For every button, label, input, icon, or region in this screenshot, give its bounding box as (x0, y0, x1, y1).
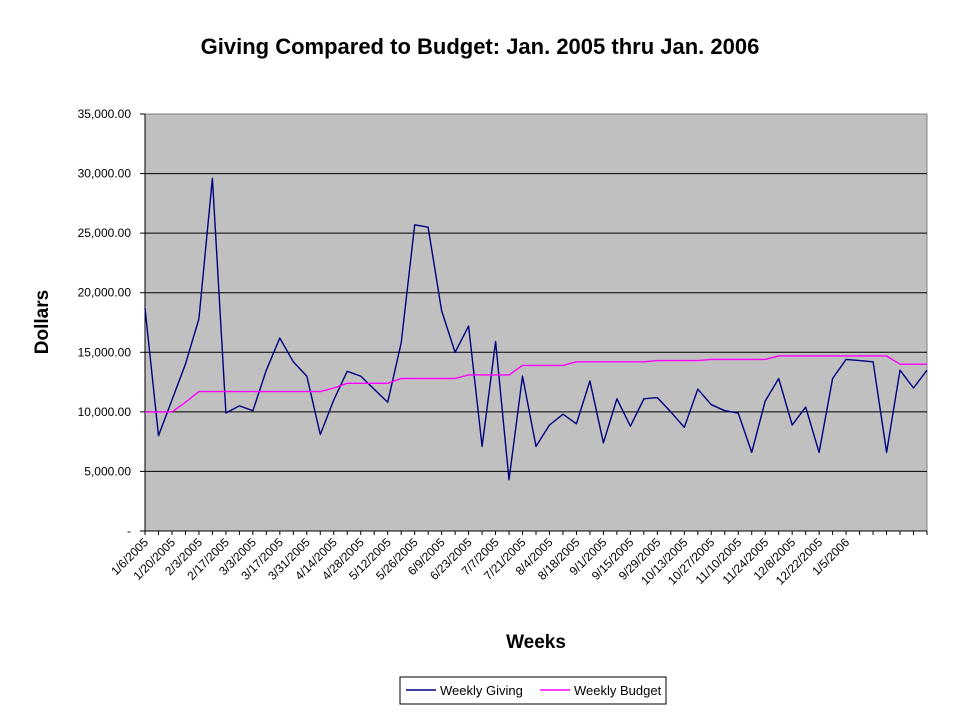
legend-label: Weekly Budget (574, 683, 662, 698)
series-line-weekly-budget (145, 355, 927, 413)
legend-label: Weekly Giving (440, 683, 523, 698)
y-tick-label: 25,000.00 (78, 226, 132, 240)
y-tick-label: 35,000.00 (78, 107, 132, 121)
series-lines (144, 177, 928, 481)
y-axis-title: Dollars (32, 290, 53, 354)
y-tick-label: - (127, 524, 131, 538)
series-line-weekly-giving (144, 177, 928, 481)
gridlines (145, 173, 927, 472)
x-axis-ticks: 1/6/20051/20/20052/3/20052/17/20053/3/20… (108, 531, 928, 588)
y-tick-label: 10,000.00 (78, 405, 132, 419)
y-tick-label: 30,000.00 (78, 167, 132, 181)
y-tick-label: 5,000.00 (84, 464, 131, 478)
legend: Weekly Giving Weekly Budget (399, 676, 667, 705)
legend-box (399, 676, 667, 705)
x-axis-title: Weeks (506, 632, 566, 653)
y-axis-ticks: - 5,000.00 10,000.00 15,000.00 20,000.00 25,0… (78, 107, 145, 538)
y-tick-label: 15,000.00 (78, 345, 132, 359)
y-tick-label: 20,000.00 (78, 286, 132, 300)
plot-area (144, 113, 928, 532)
chart-title: Giving Compared to Budget: Jan. 2005 thr… (201, 34, 760, 59)
